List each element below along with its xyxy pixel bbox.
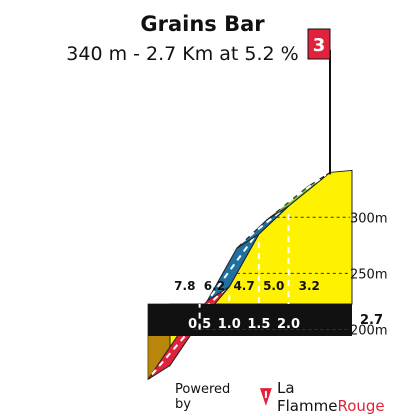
brand-suffix: Rouge (337, 397, 385, 415)
brand-name: La FlammeRouge (277, 379, 405, 415)
climb-category-label: 3 (313, 35, 326, 56)
brand-logo-icon (260, 388, 273, 406)
powered-by-text: Powered by (175, 382, 231, 412)
gradient-band-dash (269, 173, 327, 216)
brand-prefix: La Flamme (277, 379, 338, 415)
km-label: 1.5 (247, 317, 270, 332)
elevation-profile-chart: 200m 250m 300m 7.8 6.2 4.7 5.0 3.2 0.5 1.0 1.5 2.0 2… (147, 28, 387, 381)
altitude-tick-label: 300m (350, 211, 387, 226)
footer: Powered by La FlammeRouge (175, 379, 405, 415)
climb-title: Grains Bar (140, 12, 265, 36)
gradient-band-dash (210, 235, 256, 297)
altitude-tick-label: 200m (350, 323, 387, 338)
gradient-value-label: 5.0 (263, 279, 284, 293)
gradient-value-label: 4.7 (233, 279, 254, 293)
km-label: 1.0 (218, 317, 241, 332)
category-flag (307, 28, 331, 60)
climb-subtitle: 340 m - 2.7 Km at 5.2 % (66, 43, 299, 65)
gradient-value-label: 6.2 (204, 279, 225, 293)
gradient-band-dash (240, 207, 286, 244)
gradient-value-label: 3.2 (299, 279, 320, 293)
km-label: 2.0 (277, 317, 300, 332)
km-label: 0.5 (188, 317, 211, 332)
gradient-value-label: 7.8 (174, 279, 195, 293)
total-distance-label: 2.7 (360, 313, 383, 328)
altitude-tick-label: 250m (350, 267, 387, 282)
profile-area (169, 169, 353, 368)
